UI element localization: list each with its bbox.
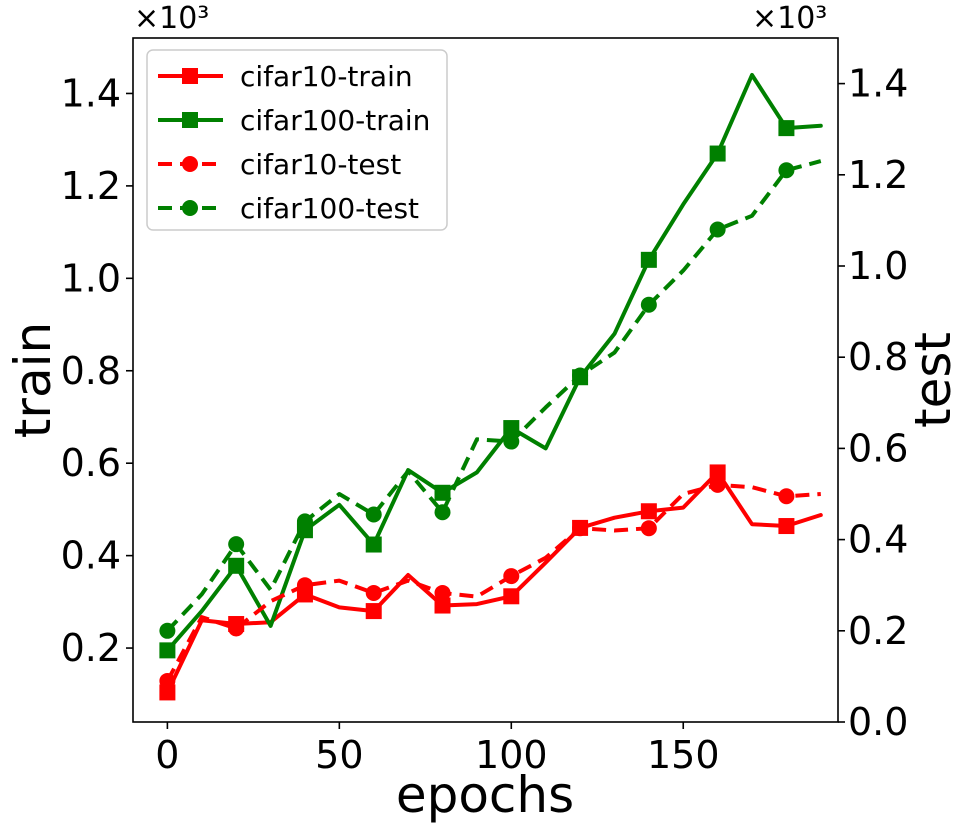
series-cifar100-test [159,159,822,639]
y-tick-label-right: 0.4 [848,518,908,562]
x-tick-label: 150 [647,733,720,777]
data-point-cifar10-train [709,464,726,481]
data-point-cifar100-train [434,484,451,501]
y-tick-label-left: 0.6 [61,441,121,485]
legend-label: cifar100-train [240,104,430,137]
legend-label: cifar100-test [240,192,419,225]
series-layer [159,73,823,701]
data-point-cifar100-test [640,296,657,313]
y-axis-scale-label-left: ×10³ [134,1,209,36]
y-tick-label-left: 1.2 [61,164,121,208]
data-point-cifar100-test [778,162,795,179]
legend-marker-cifar100-train [182,112,198,128]
y-tick-label-left: 1.4 [61,71,121,115]
y-tick-label-left: 0.2 [61,626,121,670]
series-line-cifar100-train [165,73,823,653]
x-tick-label: 100 [475,733,548,777]
plot-frame [132,37,839,723]
data-point-cifar10-test [572,520,589,537]
legend-label: cifar10-test [240,148,401,181]
legend-marker-cifar100-test [182,200,198,216]
data-point-cifar10-test [434,584,451,601]
series-line-cifar100-test [165,159,822,633]
data-point-cifar100-test [296,513,313,530]
data-point-cifar10-test [778,488,795,505]
data-point-cifar10-test [503,568,520,585]
data-point-cifar100-train [778,120,795,137]
y-axis-label-right: test [904,332,962,428]
series-cifar10-train [159,464,823,701]
series-cifar10-test [159,476,821,689]
data-point-cifar10-train [503,588,520,605]
data-point-cifar100-test [503,433,520,450]
y-tick-label-right: 0.2 [848,609,908,653]
legend-marker-cifar10-test [182,156,198,172]
data-point-cifar10-test [365,584,382,601]
y-tick-label-right: 0.8 [848,335,908,379]
y-tick-label-right: 0.6 [848,426,908,470]
legend-frame [146,49,448,231]
data-point-cifar10-test [296,577,313,594]
y-tick-label-right: 1.4 [848,62,908,106]
data-point-cifar10-train [434,597,451,614]
data-point-cifar10-test [640,520,657,537]
data-point-cifar100-train [503,420,520,437]
data-point-cifar100-test [572,367,589,384]
x-tick-label: 0 [155,733,179,777]
data-point-cifar10-test [228,620,245,637]
data-point-cifar100-train [365,536,382,553]
y-tick-label-right: 1.0 [848,244,908,288]
data-point-cifar100-test [365,506,382,523]
legend: cifar10-train cifar100-train cifar10-test c… [146,49,448,231]
data-point-cifar10-train [365,603,382,620]
series-cifar100-train [159,73,823,659]
y-tick-label-left: 1.0 [61,256,121,300]
data-point-cifar10-test [709,476,726,493]
data-point-cifar100-test [434,504,451,521]
y-tick-label-left: 0.4 [61,534,121,578]
y-tick-label-right: 1.2 [848,153,908,197]
data-point-cifar100-test [159,622,176,639]
data-point-cifar100-test [709,221,726,238]
y-tick-label-right: 0.0 [848,700,908,744]
legend-label: cifar10-train [240,60,413,93]
y-axis-label-left: train [4,322,62,438]
data-point-cifar100-train [640,251,657,268]
data-point-cifar100-train [709,145,726,162]
y-axis-scale-label-right: ×10³ [752,1,827,36]
data-point-cifar10-train [640,503,657,520]
x-tick-label: 50 [315,733,363,777]
data-point-cifar100-train [159,642,176,659]
data-point-cifar10-train [159,684,176,701]
data-point-cifar10-train [778,518,795,535]
axes-layer: 0 50 100 150 0.2 0.4 0.6 0.8 1.0 1.2 1.4 0.0 0.2 0.4 0… [61,37,908,777]
data-point-cifar100-train [228,557,245,574]
legend-marker-cifar10-train [182,68,198,84]
x-axis-label: epochs [396,766,574,824]
y-tick-label-left: 0.8 [61,349,121,393]
data-point-cifar10-test [159,672,176,689]
data-point-cifar100-test [228,536,245,553]
